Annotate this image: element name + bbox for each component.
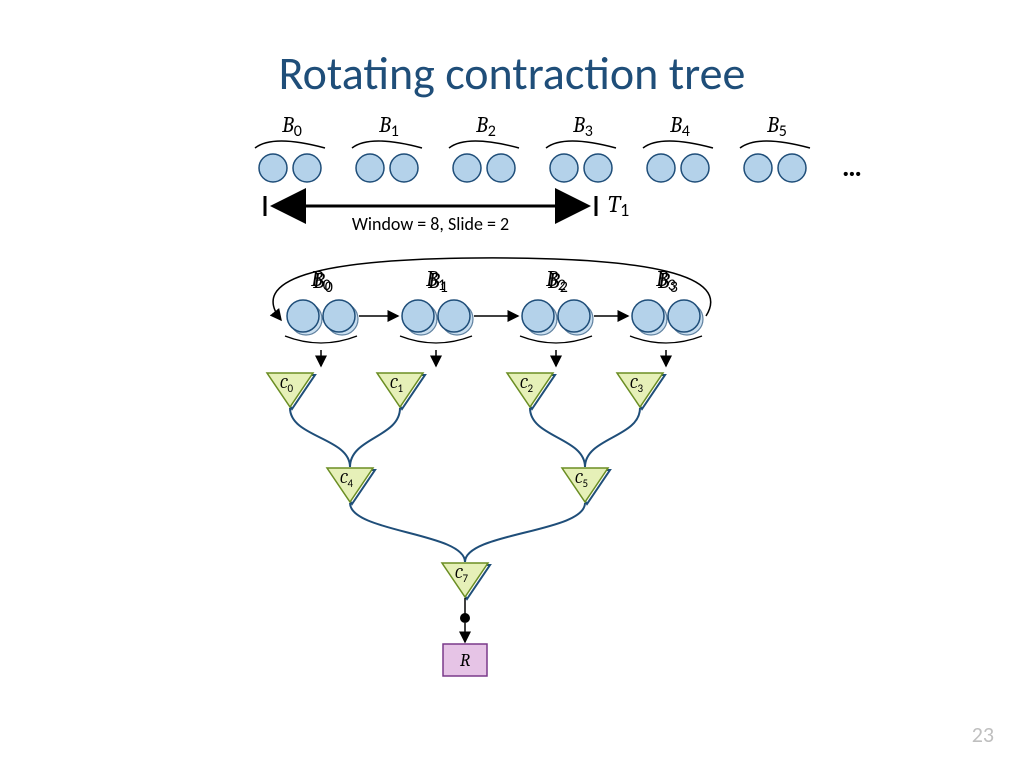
time-label: T1: [608, 190, 629, 221]
data-circle: [550, 154, 578, 182]
tree-circle: [438, 300, 470, 332]
tree-edge: [350, 408, 400, 467]
block-label: B4: [669, 112, 690, 141]
tree-brace: [630, 336, 702, 343]
brace: [546, 141, 616, 148]
tree-brace: [285, 336, 357, 343]
dot: [460, 613, 470, 623]
tree-brace: [520, 336, 592, 343]
data-circle: [293, 154, 321, 182]
data-circle: [487, 154, 515, 182]
brace: [255, 141, 325, 148]
brace: [643, 141, 713, 148]
block-label: B0: [281, 112, 302, 141]
tree-block-label: B2: [547, 268, 568, 297]
tree-edge: [290, 408, 350, 467]
block-label: B1: [378, 112, 399, 141]
tree-block-label: B1: [427, 268, 448, 297]
tree-brace: [400, 336, 472, 343]
data-circle: [259, 154, 287, 182]
brace: [352, 141, 422, 148]
block-label: B5: [766, 112, 787, 141]
data-circle: [744, 154, 772, 182]
window-text: Window = 8, Slide = 2: [352, 213, 509, 235]
tree-edge: [585, 408, 640, 467]
result-label: R: [460, 650, 471, 671]
block-label: B3: [572, 112, 593, 141]
ellipsis: …: [842, 149, 862, 184]
tree-circle: [668, 300, 700, 332]
tree-edge: [350, 503, 465, 562]
tree-edge: [530, 408, 585, 467]
data-circle: [453, 154, 481, 182]
tree-block-label: B3: [657, 268, 678, 297]
data-circle: [390, 154, 418, 182]
block-label: B2: [475, 112, 496, 141]
tree-circle: [323, 300, 355, 332]
tree-block-label: B0: [312, 268, 333, 297]
data-circle: [647, 154, 675, 182]
tree-circle: [287, 300, 319, 332]
brace: [449, 141, 519, 148]
tree-circle: [632, 300, 664, 332]
brace: [740, 141, 810, 148]
data-circle: [681, 154, 709, 182]
tree-edge: [465, 503, 585, 562]
tree-circle: [558, 300, 590, 332]
tree-circle: [522, 300, 554, 332]
data-circle: [356, 154, 384, 182]
data-circle: [778, 154, 806, 182]
diagram-canvas: B0B1B2B3B4B5…T1Window = 8, Slide = 2B0B0…: [0, 0, 1024, 768]
data-circle: [584, 154, 612, 182]
tree-circle: [402, 300, 434, 332]
